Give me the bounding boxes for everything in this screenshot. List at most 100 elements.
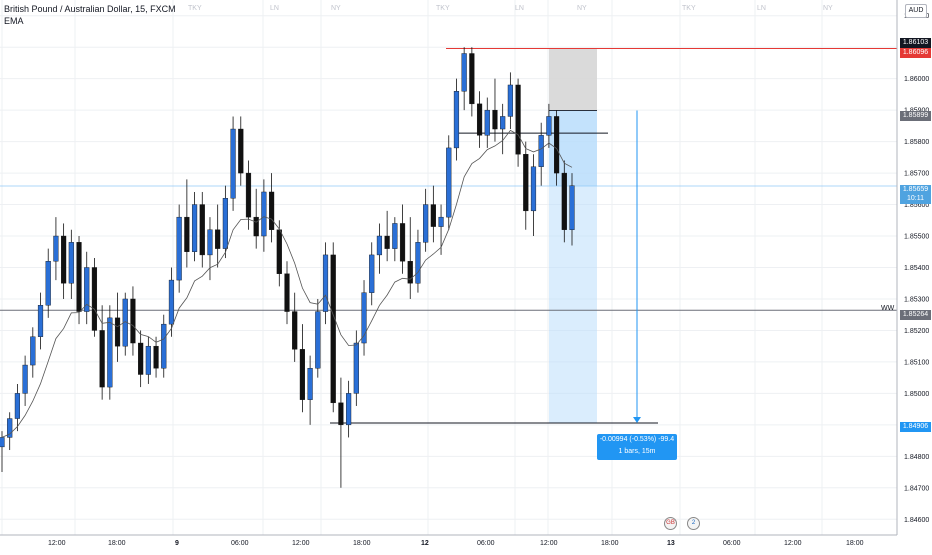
candle-body[interactable] [0,437,5,448]
measure-tooltip: -0.00994 (-0.53%) -99.4 1 bars, 15m [597,434,677,460]
au-flag-event-icon[interactable]: 2 [687,517,700,530]
candle-body[interactable] [215,229,221,249]
price-axis[interactable] [897,0,932,550]
candle-body[interactable] [84,267,90,312]
candle-body[interactable] [384,235,390,249]
candle-body[interactable] [453,91,460,149]
candle-body[interactable] [469,53,475,105]
ema-line[interactable] [1,129,573,438]
stop-loss-zone[interactable] [549,48,597,111]
bar-countdown: 10:11 [907,195,924,202]
candle-body[interactable] [515,84,521,155]
candle-body[interactable] [68,242,74,284]
gb-event-label: GB [666,520,675,526]
candle-body[interactable] [61,235,67,284]
candle-body[interactable] [546,116,552,136]
measure-change: -0.00994 (-0.53%) -99.4 [599,436,675,443]
price-tick-label: 1.85800 [904,139,929,146]
time-tick-label: 06:00 [477,540,495,547]
candle-body[interactable] [145,345,151,375]
time-tick-label: 06:00 [723,540,741,547]
candle-body[interactable] [261,191,267,237]
candle-body[interactable] [191,204,198,252]
candle-body[interactable] [153,345,159,369]
candle-body[interactable] [399,223,406,262]
candle-body[interactable] [569,185,575,230]
candle-body[interactable] [338,402,344,426]
candle-body[interactable] [245,172,252,218]
candle-body[interactable] [276,229,282,274]
candle-body[interactable] [299,349,305,400]
currency-label[interactable]: AUD [905,4,927,18]
candle-body[interactable] [500,116,506,130]
candle-body[interactable] [161,323,167,369]
candle-body[interactable] [461,53,467,92]
candle-body[interactable] [315,311,321,369]
candle-body[interactable] [230,128,236,199]
candle-body[interactable] [415,242,421,284]
candle-body[interactable] [507,84,513,117]
candle-body[interactable] [530,166,537,212]
candle-body[interactable] [76,242,82,312]
candle-body[interactable] [45,261,51,306]
resistance-price-tag: 1.86096 [900,48,931,58]
candle-body[interactable] [361,292,367,344]
candle-body[interactable] [238,128,244,174]
candle-body[interactable] [284,273,290,312]
time-tick-label: 12 [421,540,429,547]
candle-body[interactable] [176,216,182,281]
candle-body[interactable] [37,305,44,337]
candle-body[interactable] [184,216,190,252]
session-label: LN [515,5,524,12]
candle-body[interactable] [138,342,144,375]
candle-body[interactable] [199,204,205,256]
candle-body[interactable] [222,198,228,249]
candle-body[interactable] [7,418,13,438]
indicator-label[interactable]: EMA [4,16,24,26]
candle-body[interactable] [307,368,313,400]
candle-body[interactable] [99,330,105,388]
candle-body[interactable] [346,393,352,426]
candle-body[interactable] [554,116,560,174]
candle-body[interactable] [269,191,275,230]
candle-body[interactable] [538,135,544,167]
candle-body[interactable] [492,109,498,130]
candle-body[interactable] [91,267,98,331]
candle-body[interactable] [561,172,567,230]
candle-body[interactable] [523,154,529,212]
candle-body[interactable] [330,254,336,404]
candle-body[interactable] [423,204,429,243]
candle-body[interactable] [322,254,329,312]
candle-body[interactable] [130,298,136,344]
session-label: TKY [682,5,696,12]
candle-body[interactable] [484,109,490,136]
candle-body[interactable] [53,235,59,262]
candle-body[interactable] [476,103,483,136]
candle-body[interactable] [369,254,375,293]
candle-body[interactable] [430,204,436,227]
measure-bars: 1 bars, 15m [618,448,656,455]
candle-body[interactable] [30,336,36,366]
time-tick-label: 13 [667,540,675,547]
candle-body[interactable] [292,311,298,350]
candle-body[interactable] [253,216,259,237]
entry-price-tag: 1.85899 [900,111,931,121]
candle-body[interactable] [107,317,113,388]
time-tick-label: 12:00 [292,540,310,547]
candle-body[interactable] [438,216,444,227]
time-tick-label: 18:00 [353,540,371,547]
gb-flag-event-icon[interactable]: GB [664,517,677,530]
candle-body[interactable] [407,261,413,284]
candle-body[interactable] [376,235,383,256]
candle-body[interactable] [446,147,452,218]
candle-body[interactable] [114,317,121,347]
candle-body[interactable] [22,364,28,394]
candle-body[interactable] [392,223,398,249]
symbol-title: British Pound / Australian Dollar, 15, F… [4,4,176,14]
candle-body[interactable] [14,393,20,419]
candle-body[interactable] [353,342,359,394]
candle-body[interactable] [207,229,213,256]
candle-body[interactable] [168,279,175,325]
